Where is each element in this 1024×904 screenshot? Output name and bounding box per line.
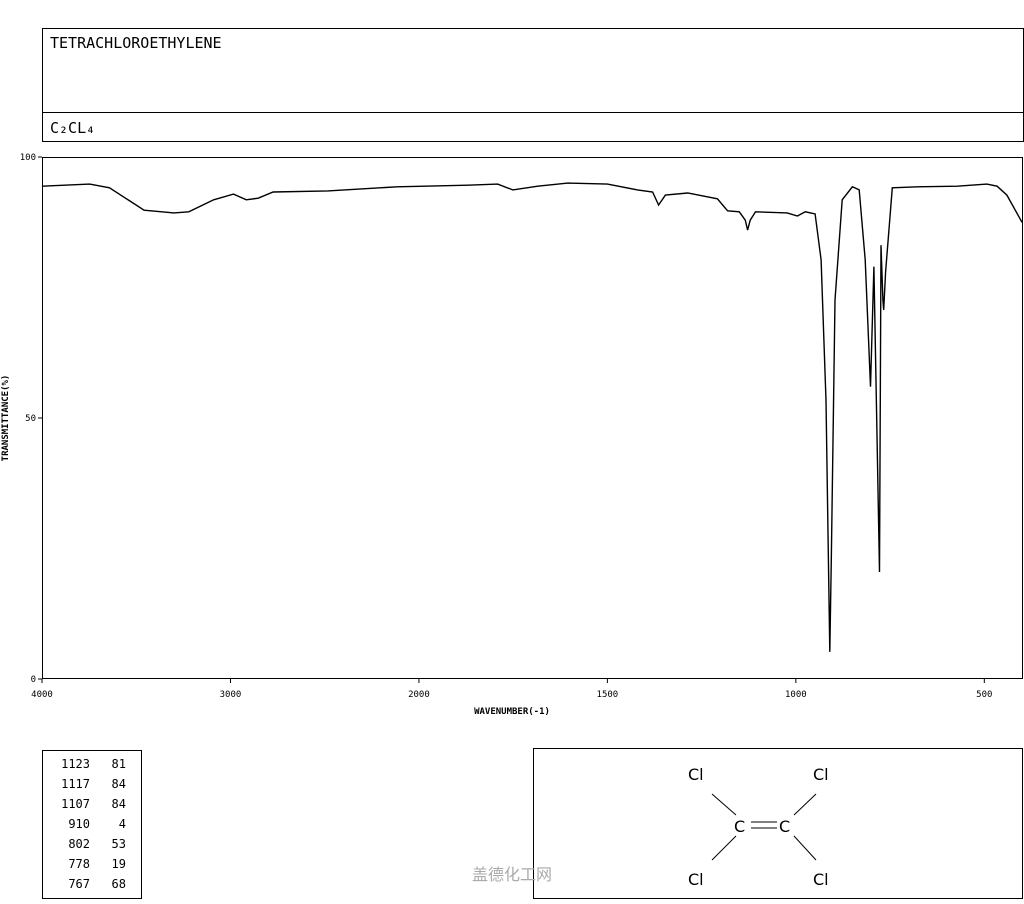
bond xyxy=(711,835,737,861)
atom: C xyxy=(734,817,745,836)
structure: Cl Cl C C Cl Cl xyxy=(688,765,829,889)
bond xyxy=(793,835,817,861)
y-tick-label: 0 xyxy=(31,675,36,685)
structure-box xyxy=(533,748,1023,899)
peak-transmittance: 84 xyxy=(112,797,126,811)
x-tick-label: 4000 xyxy=(31,690,53,700)
spectrum-line xyxy=(41,182,1023,652)
formula: C₂CL₄ xyxy=(50,119,95,137)
peak-wavenumber: 778 xyxy=(68,857,90,871)
peak-transmittance: 4 xyxy=(119,817,126,831)
y-tick-label: 100 xyxy=(20,153,36,163)
title: TETRACHLOROETHYLENE xyxy=(50,34,222,52)
formula-box xyxy=(42,112,1024,142)
x-tick-label: 2000 xyxy=(408,690,430,700)
peak-transmittance: 84 xyxy=(112,777,126,791)
atom: Cl xyxy=(813,765,829,784)
bond xyxy=(793,793,817,816)
peak-wavenumber: 802 xyxy=(68,837,90,851)
y-tick-label: 50 xyxy=(25,414,36,424)
x-tick-label: 1500 xyxy=(597,690,619,700)
peak-transmittance: 81 xyxy=(112,757,126,771)
x-tick-label: 3000 xyxy=(220,690,242,700)
y-axis-label: TRANSMITTANCE(%) xyxy=(1,375,11,462)
peak-wavenumber: 910 xyxy=(68,817,90,831)
atom: Cl xyxy=(688,870,704,889)
x-tick-label: 1000 xyxy=(785,690,807,700)
atom: C xyxy=(779,817,790,836)
peak-table-box xyxy=(42,750,142,899)
x-tick-label: 500 xyxy=(976,690,992,700)
peak-table: 1123 81 1117 84 1107 84 910 4 802 53 778 19 767 68 xyxy=(61,757,126,891)
x-axis-label: WAVENUMBER(-1) xyxy=(474,707,550,717)
bond xyxy=(711,793,737,816)
peak-transmittance: 68 xyxy=(112,877,126,891)
peak-transmittance: 19 xyxy=(112,857,126,871)
peak-wavenumber: 1117 xyxy=(61,777,90,791)
atom: Cl xyxy=(688,765,704,784)
atom: Cl xyxy=(813,870,829,889)
peak-wavenumber: 767 xyxy=(68,877,90,891)
plot-frame xyxy=(42,157,1023,679)
peak-wavenumber: 1123 xyxy=(61,757,90,771)
watermark: 盖德化工网 xyxy=(472,865,552,884)
peak-wavenumber: 1107 xyxy=(61,797,90,811)
peak-transmittance: 53 xyxy=(112,837,126,851)
